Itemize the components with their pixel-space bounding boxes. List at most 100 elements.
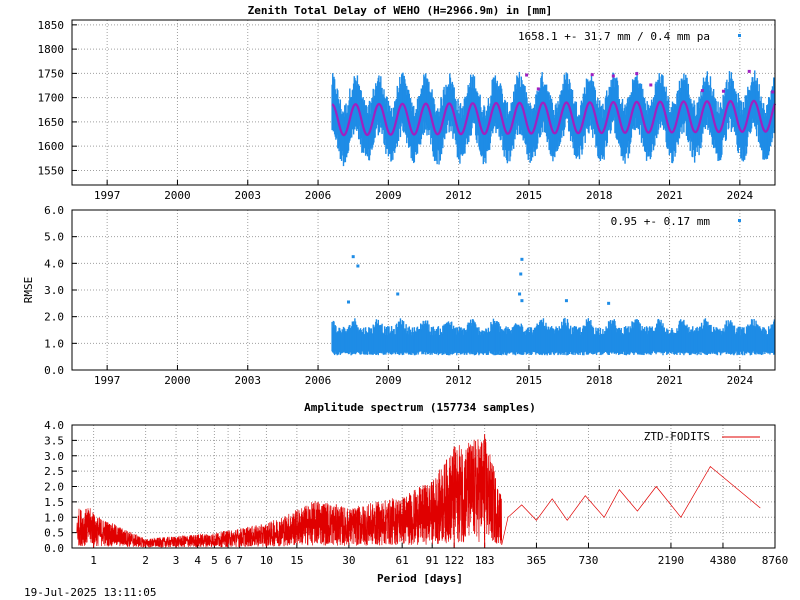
- x-tick-label: 2018: [586, 189, 613, 202]
- legend-marker-2: [738, 219, 741, 222]
- y-tick-label: 2.0: [44, 311, 64, 324]
- y-tick-label: 1700: [38, 92, 65, 105]
- x-tick-label: 91: [426, 554, 439, 567]
- y-tick-label: 1800: [38, 43, 65, 56]
- stats-annotation-1: 1658.1 +- 31.7 mm / 0.4 mm pa: [518, 30, 710, 43]
- x-tick-label: 122: [444, 554, 464, 567]
- x-tick-label: 2015: [516, 374, 543, 387]
- plot-frame-3: [71, 424, 776, 549]
- ztd-peak-marker: [649, 83, 653, 87]
- ztd-peak-marker: [635, 72, 639, 76]
- y-tick-label: 5.0: [44, 231, 64, 244]
- x-tick-label: 2006: [305, 189, 332, 202]
- legend-label-3: ZTD-FODITS: [644, 430, 710, 443]
- x-axis-label-3: Period [days]: [377, 572, 463, 585]
- plot-frame-1: [71, 19, 776, 186]
- rmse-outlier: [396, 292, 400, 296]
- x-tick-label: 8760: [762, 554, 789, 567]
- y-tick-label: 1750: [38, 67, 65, 80]
- ztd-fit-curve: [331, 99, 777, 137]
- x-tick-label: 1997: [94, 189, 121, 202]
- ztd-peak-marker: [611, 74, 615, 78]
- x-tick-label: 2012: [445, 189, 472, 202]
- x-tick-label: 2006: [305, 374, 332, 387]
- ztd-peak-marker: [721, 89, 725, 93]
- x-tick-label: 4: [194, 554, 201, 567]
- y-tick-label: 4.0: [44, 419, 64, 432]
- ztd-peak-marker: [747, 69, 751, 73]
- timestamp-label: 19-Jul-2025 13:11:05: [24, 586, 156, 599]
- x-tick-label: 365: [527, 554, 547, 567]
- x-tick-label: 7: [236, 554, 243, 567]
- x-tick-label: 2000: [164, 374, 191, 387]
- chart-title-1: Zenith Total Delay of WEHO (H=2966.9m) i…: [248, 4, 553, 17]
- y-tick-label: 1550: [38, 164, 65, 177]
- ztd-peak-marker: [590, 73, 594, 77]
- x-tick-label: 2003: [235, 189, 262, 202]
- x-tick-label: 2024: [727, 374, 754, 387]
- y-tick-label: 0.5: [44, 527, 64, 540]
- x-tick-label: 2009: [375, 189, 402, 202]
- x-tick-label: 30: [342, 554, 355, 567]
- x-tick-label: 4380: [710, 554, 737, 567]
- x-tick-label: 2024: [727, 189, 754, 202]
- x-tick-label: 2003: [235, 374, 262, 387]
- stats-annotation-2: 0.95 +- 0.17 mm: [611, 215, 711, 228]
- chart-title-3: Amplitude spectrum (157734 samples): [304, 401, 536, 414]
- x-tick-label: 730: [579, 554, 599, 567]
- rmse-outlier: [520, 299, 524, 303]
- y-tick-label: 1600: [38, 140, 65, 153]
- x-tick-label: 2: [142, 554, 149, 567]
- x-tick-label: 10: [260, 554, 273, 567]
- ztd-observations: [331, 70, 776, 167]
- y-tick-label: 2.0: [44, 481, 64, 494]
- rmse-outlier: [347, 300, 351, 304]
- y-tick-label: 1.0: [44, 337, 64, 350]
- rmse-outlier: [564, 299, 568, 303]
- ztd-peak-marker: [771, 90, 775, 94]
- y-axis-label-2: RMSE: [22, 277, 35, 304]
- y-tick-label: 4.0: [44, 257, 64, 270]
- x-tick-label: 1997: [94, 374, 121, 387]
- x-tick-label: 2021: [656, 374, 683, 387]
- x-tick-label: 1: [90, 554, 97, 567]
- y-tick-label: 3.0: [44, 284, 64, 297]
- ztd-peak-marker: [525, 73, 529, 77]
- spectrum-line: [76, 438, 761, 548]
- x-tick-label: 6: [225, 554, 232, 567]
- rmse-outlier: [351, 255, 355, 259]
- rmse-observations: [331, 317, 776, 356]
- y-tick-label: 1.5: [44, 496, 64, 509]
- y-tick-label: 1850: [38, 19, 65, 32]
- y-tick-label: 6.0: [44, 204, 64, 217]
- x-tick-label: 2012: [445, 374, 472, 387]
- plot-frame-2: [71, 209, 776, 371]
- x-tick-label: 183: [475, 554, 495, 567]
- y-tick-label: 3.0: [44, 450, 64, 463]
- ztd-peak-marker: [700, 89, 704, 93]
- x-tick-label: 2018: [586, 374, 613, 387]
- x-tick-label: 2015: [516, 189, 543, 202]
- y-tick-label: 3.5: [44, 434, 64, 447]
- y-tick-label: 2.5: [44, 465, 64, 478]
- x-tick-label: 61: [396, 554, 409, 567]
- x-tick-label: 2021: [656, 189, 683, 202]
- ztd-peak-marker: [536, 87, 540, 91]
- y-tick-label: 0.0: [44, 364, 64, 377]
- x-tick-label: 5: [211, 554, 218, 567]
- rmse-outlier: [519, 272, 523, 276]
- x-tick-label: 2000: [164, 189, 191, 202]
- legend-marker-1: [738, 34, 741, 37]
- y-tick-label: 1.0: [44, 511, 64, 524]
- x-tick-label: 2009: [375, 374, 402, 387]
- rmse-outlier: [356, 264, 360, 268]
- rmse-outlier: [518, 292, 522, 296]
- x-tick-label: 15: [290, 554, 303, 567]
- rmse-outlier: [520, 257, 524, 261]
- y-tick-label: 0.0: [44, 542, 64, 555]
- rmse-outlier: [607, 301, 611, 305]
- x-tick-label: 2190: [658, 554, 685, 567]
- x-tick-label: 3: [173, 554, 180, 567]
- y-tick-label: 1650: [38, 116, 65, 129]
